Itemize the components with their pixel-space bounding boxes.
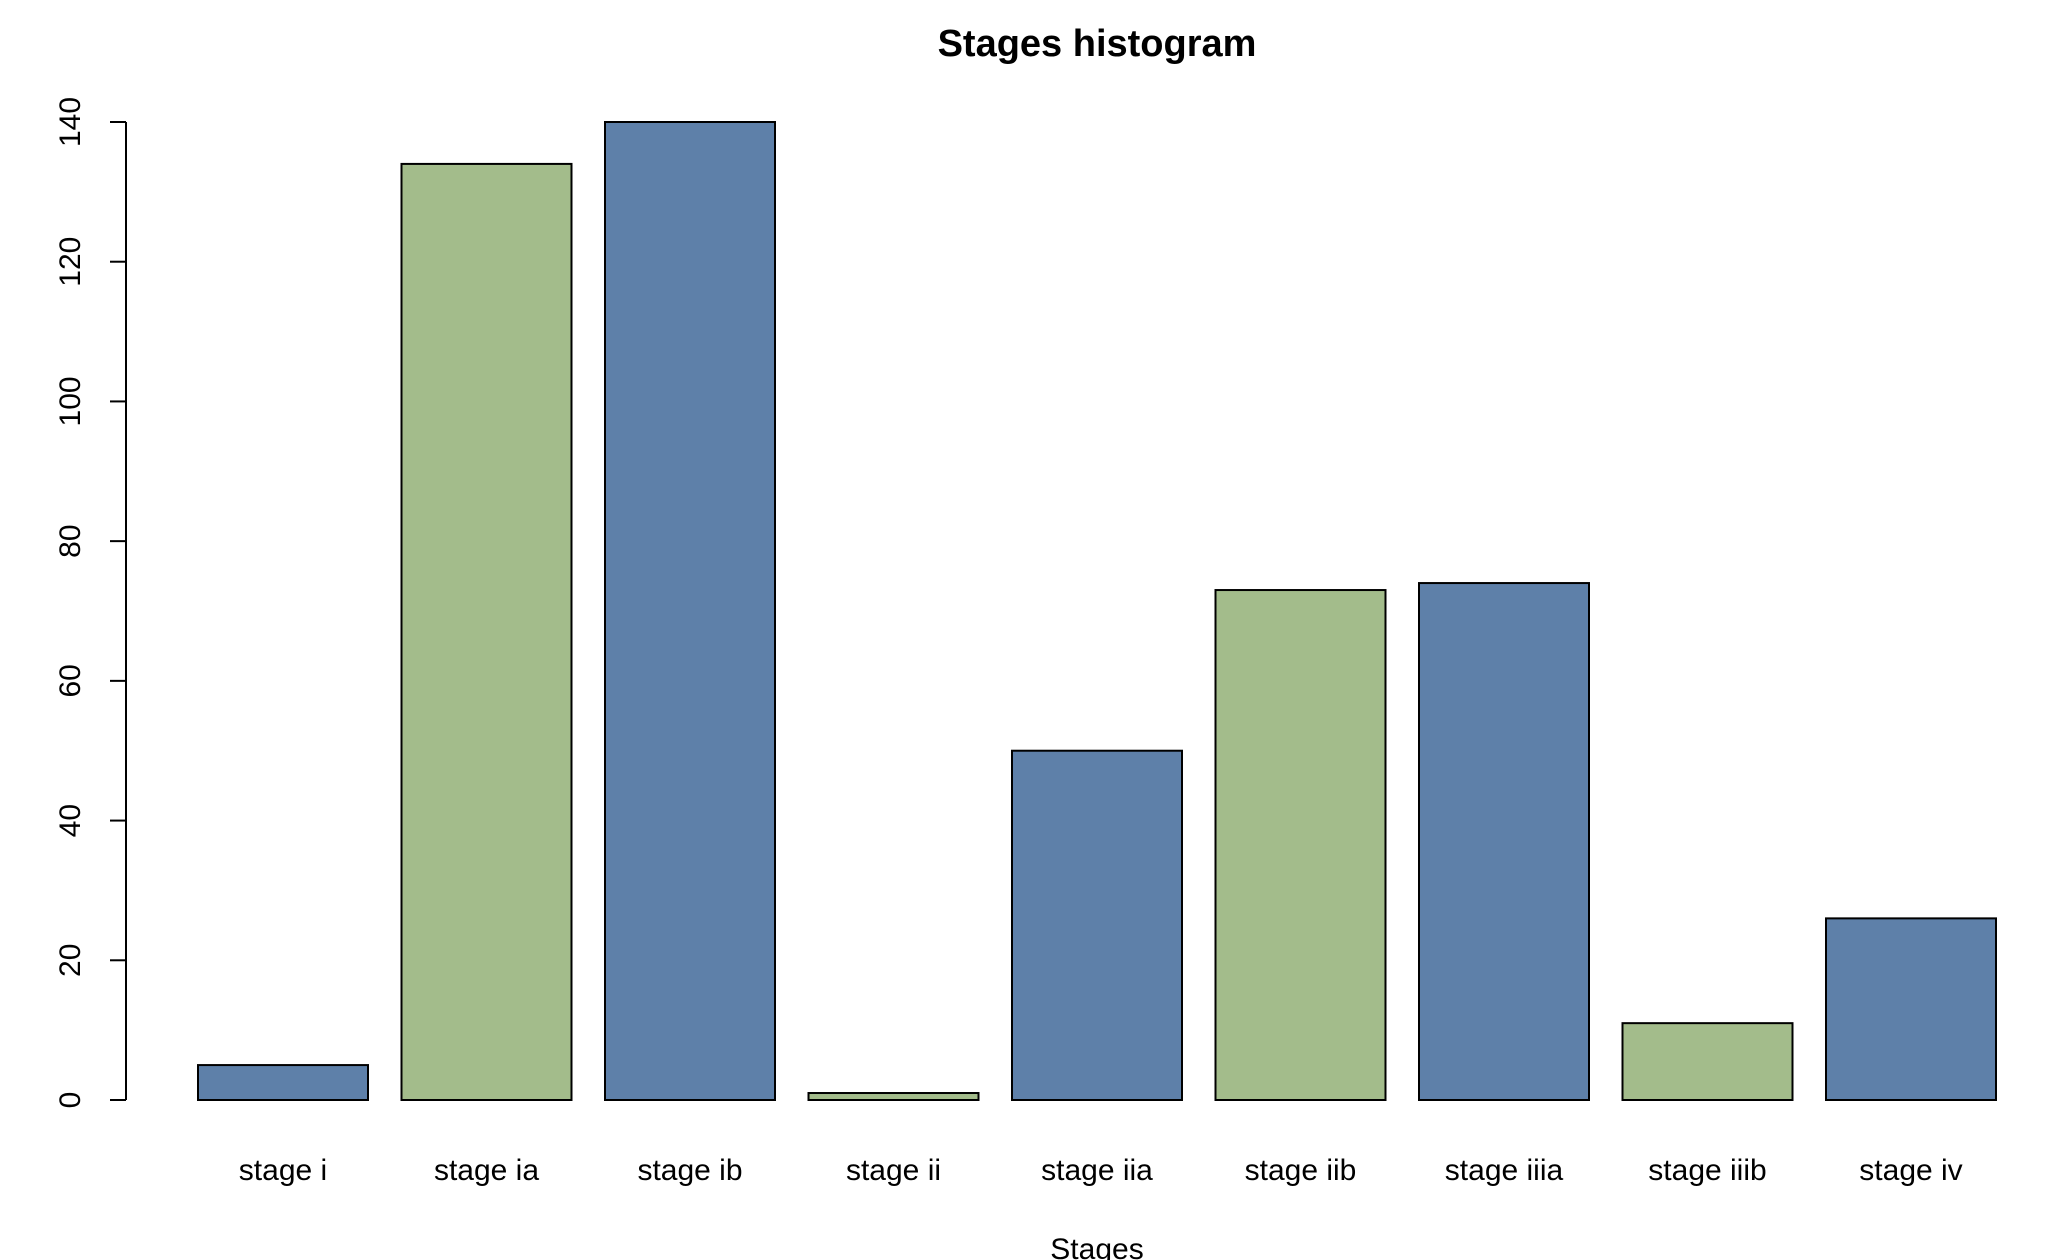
y-tick-label: 0 <box>54 1092 87 1109</box>
x-tick-label: stage iib <box>1245 1154 1357 1187</box>
x-tick-label: stage iiib <box>1648 1154 1766 1187</box>
y-tick-label: 60 <box>54 664 87 697</box>
y-tick-label: 140 <box>54 97 87 147</box>
x-tick-label: stage iiia <box>1445 1154 1564 1187</box>
y-tick-label: 20 <box>54 944 87 977</box>
y-axis: 0 20 40 60 80 100 120 140 <box>54 97 127 1109</box>
bar-stage-iia <box>1011 749 1183 1101</box>
x-tick-label: stage i <box>239 1154 327 1187</box>
y-tick-label: 40 <box>54 804 87 837</box>
x-tick-label: stage ia <box>434 1154 539 1187</box>
y-tick-label: 120 <box>54 237 87 287</box>
x-tick-label: stage iv <box>1859 1154 1962 1187</box>
x-tick-label: stage iia <box>1041 1154 1153 1187</box>
bar-stage-iv <box>1825 917 1997 1101</box>
bar-stage-ib <box>604 121 776 1101</box>
x-tick-label: stage ib <box>637 1154 742 1187</box>
y-tick-label: 80 <box>54 524 87 557</box>
x-tick-label: stage ii <box>846 1154 941 1187</box>
bar-stage-i <box>197 1064 369 1101</box>
bar-stage-ia <box>400 162 573 1101</box>
bars-group <box>197 121 1997 1102</box>
bar-stage-ii <box>807 1092 980 1101</box>
y-tick-label: 100 <box>54 376 87 426</box>
bar-stage-iib <box>1214 589 1387 1101</box>
bar-stage-iiia <box>1418 582 1590 1101</box>
chart-title: Stages histogram <box>938 23 1257 65</box>
x-axis-label: Stages <box>1050 1233 1143 1260</box>
x-tick-labels: stage i stage ia stage ib stage ii stage iia… <box>239 1154 1963 1187</box>
bar-stage-iiib <box>1621 1022 1794 1102</box>
